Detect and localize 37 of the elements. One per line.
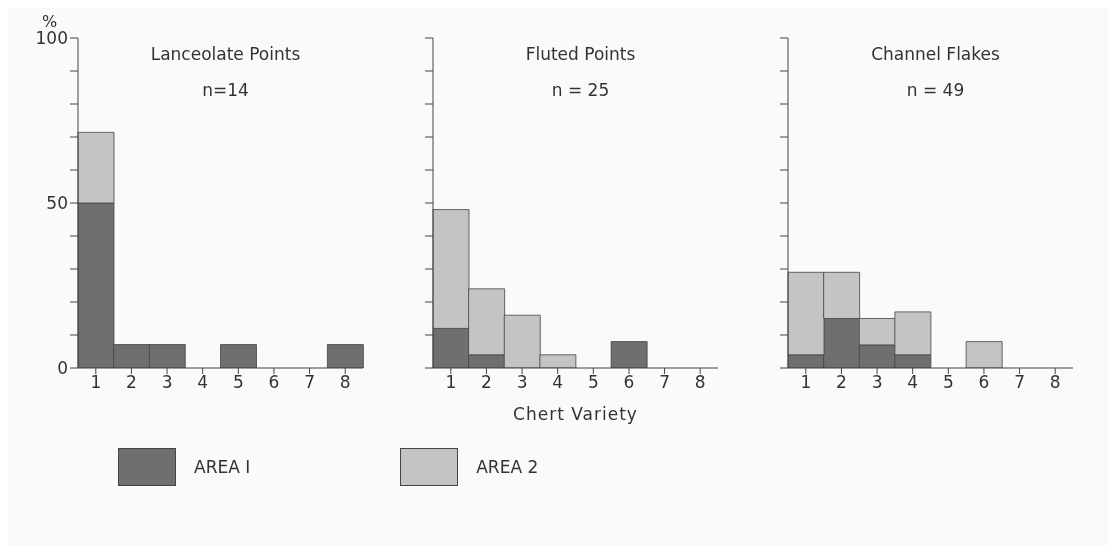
x-tick-label: 7 bbox=[659, 372, 670, 393]
x-tick-label: 2 bbox=[481, 372, 492, 393]
y-tick-label: 50 bbox=[46, 193, 68, 214]
y-tick-label: 100 bbox=[35, 28, 68, 49]
x-tick-label: 2 bbox=[836, 372, 847, 393]
legend-label: AREA I bbox=[194, 457, 251, 477]
text: n = 25 bbox=[550, 80, 611, 100]
x-tick-label: 7 bbox=[1014, 372, 1025, 393]
x-tick-label: 8 bbox=[1049, 372, 1061, 393]
chart-title: Channel Flakes bbox=[870, 44, 1001, 64]
text: n = 49 bbox=[905, 80, 966, 100]
x-tick-label: 4 bbox=[197, 372, 209, 393]
x-tick-label: 4 bbox=[552, 372, 564, 393]
x-tick-label: 6 bbox=[268, 372, 280, 393]
x-tick-label: 6 bbox=[623, 372, 635, 393]
x-tick-label: 5 bbox=[232, 372, 244, 393]
x-tick-label: 3 bbox=[161, 372, 173, 393]
x-tick-label: 8 bbox=[694, 372, 706, 393]
x-tick-label: 1 bbox=[90, 372, 102, 393]
y-axis-title: % bbox=[42, 12, 58, 31]
x-tick-label: 1 bbox=[445, 372, 457, 393]
x-tick-label: 1 bbox=[800, 372, 812, 393]
x-tick-label: 5 bbox=[587, 372, 599, 393]
x-tick-label: 3 bbox=[516, 372, 528, 393]
x-axis-title: Chert Variety bbox=[512, 404, 639, 424]
x-tick-label: 7 bbox=[304, 372, 315, 393]
x-tick-label: 2 bbox=[126, 372, 137, 393]
x-tick-label: 5 bbox=[942, 372, 954, 393]
y-tick-label: 0 bbox=[57, 358, 68, 379]
chart-title: Lanceolate Points bbox=[149, 44, 302, 64]
x-tick-label: 4 bbox=[907, 372, 919, 393]
legend-label: AREA 2 bbox=[476, 457, 539, 477]
x-tick-label: 6 bbox=[978, 372, 990, 393]
text: n=14 bbox=[201, 80, 250, 100]
x-tick-label: 3 bbox=[871, 372, 883, 393]
x-tick-label: 8 bbox=[339, 372, 351, 393]
chart-title: Fluted Points bbox=[524, 44, 637, 64]
